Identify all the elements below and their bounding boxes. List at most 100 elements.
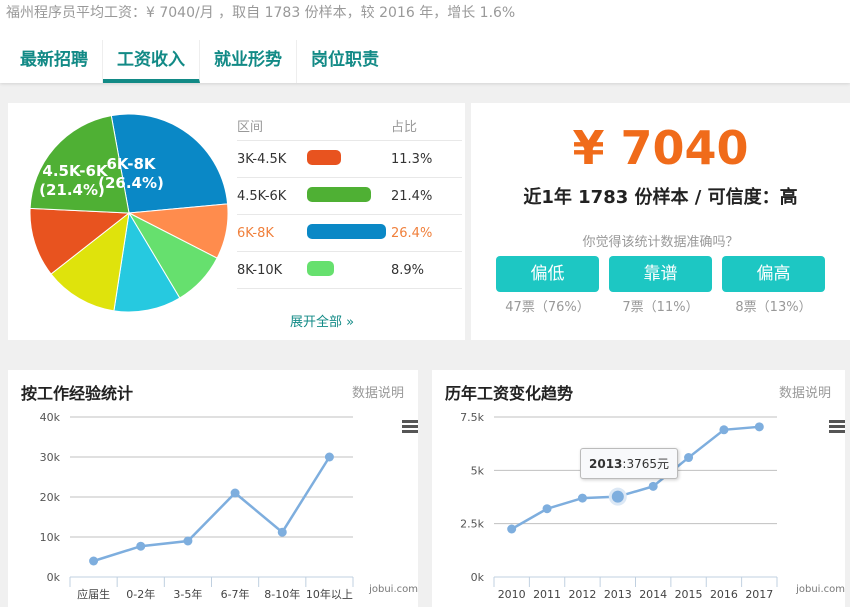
distribution-row: 8K-10K 8.9% <box>237 252 462 289</box>
expand-all-link[interactable]: 展开全部 » <box>290 315 355 330</box>
x-tick-label: 2017 <box>745 588 773 601</box>
tab-jobs[interactable]: 最新招聘 <box>6 40 103 83</box>
trend-line-chart: 0k 2.5k 5k 7.5k 2010 2011 2012 2013 2014 2015 2016… <box>460 411 778 601</box>
vote-low-button[interactable]: 偏低 <box>496 256 599 292</box>
y-tick-label: 7.5k <box>460 411 484 424</box>
share-value: 8.9% <box>391 262 425 278</box>
data-point[interactable] <box>507 524 517 534</box>
y-tick-label: 10k <box>40 531 61 544</box>
data-point[interactable] <box>577 493 587 503</box>
y-tick-label: 2.5k <box>460 518 484 531</box>
data-point[interactable] <box>542 504 552 514</box>
share-bar <box>307 260 334 276</box>
vote-accurate-button[interactable]: 靠谱 <box>609 256 712 292</box>
pie-chart: 6K-8K (26.4%) 4.5K-6K (21.4%) <box>29 113 229 313</box>
x-tick-label: 2011 <box>533 588 561 601</box>
y-tick-label: 20k <box>40 491 61 504</box>
x-tick-label: 6-7年 <box>221 587 250 601</box>
data-note-link[interactable]: 数据说明 <box>778 386 831 401</box>
x-tick-label: 2010 <box>498 588 526 601</box>
range-label: 4.5K-6K <box>237 188 287 204</box>
menu-icon[interactable] <box>402 420 418 435</box>
vote-count: 7票（11%） <box>622 300 699 315</box>
experience-chart-panel: 按工作经验统计 数据说明 0k 10k 20k 30k 40k 应届生 0-2年 3-5年 6-… <box>8 370 418 607</box>
tooltip-year: 2013 <box>589 457 623 471</box>
pie-slice[interactable] <box>110 113 229 214</box>
tab-bar: 最新招聘 工资收入 就业形势 岗位职责 <box>6 40 393 83</box>
pie-label-name: 4.5K-6K <box>42 162 109 180</box>
data-point[interactable] <box>611 490 624 503</box>
tab-employment[interactable]: 就业形势 <box>200 40 297 83</box>
experience-line-chart: 0k 10k 20k 30k 40k 应届生 0-2年 3-5年 6-7年 8-10年 10年以上 <box>40 411 354 601</box>
col-share: 占比 <box>391 120 418 135</box>
x-tick-label: 3-5年 <box>173 587 202 601</box>
data-point[interactable] <box>183 536 193 546</box>
data-point[interactable] <box>89 556 99 566</box>
col-range: 区间 <box>237 120 264 135</box>
trend-chart-panel: 历年工资变化趋势 数据说明 0k 2.5k 5k 7.5k 2010 2011 2012 20… <box>432 370 845 607</box>
series-line <box>93 456 331 563</box>
x-tick-label: 2014 <box>639 588 667 601</box>
data-point[interactable] <box>277 527 287 537</box>
share-value: 21.4% <box>391 188 433 204</box>
watermark: jobui.com <box>796 584 845 595</box>
distribution-row: 3K-4.5K 11.3% <box>237 141 462 178</box>
chart-title: 按工作经验统计 <box>21 384 134 403</box>
x-tick-label: 2016 <box>710 588 738 601</box>
share-value: 26.4% <box>391 225 433 241</box>
pie-label-pct: (21.4%) <box>39 181 105 199</box>
sample-info: 近1年 1783 份样本 / 可信度：高 <box>523 187 798 208</box>
vote-high-button[interactable]: 偏高 <box>722 256 825 292</box>
data-point[interactable] <box>136 541 146 551</box>
tooltip-value: :3765元 <box>622 457 669 471</box>
average-salary-panel: ¥ 7040 近1年 1783 份样本 / 可信度：高 你觉得该统计数据准确吗？… <box>471 103 850 340</box>
data-point[interactable] <box>230 488 240 498</box>
accuracy-question: 你觉得该统计数据准确吗？ <box>582 235 739 250</box>
y-tick-label: 5k <box>471 464 485 477</box>
share-bar <box>307 186 372 202</box>
pie-label-pct: (26.4%) <box>98 174 164 192</box>
x-tick-label: 8-10年 <box>264 587 300 601</box>
data-point[interactable] <box>684 453 694 463</box>
salary-distribution-panel: 6K-8K (26.4%) 4.5K-6K (21.4%) 区间 占比 3K-4.… <box>8 103 465 340</box>
range-label: 3K-4.5K <box>237 151 287 167</box>
header: 福州程序员平均工资：¥ 7040/月 ，取自 1783 份样本，较 2016 年… <box>0 0 850 83</box>
y-tick-label: 40k <box>40 411 61 424</box>
menu-icon[interactable] <box>829 420 845 435</box>
data-point[interactable] <box>754 422 764 432</box>
y-tick-label: 0k <box>47 571 61 584</box>
chart-title: 历年工资变化趋势 <box>445 384 574 403</box>
watermark: jobui.com <box>369 584 418 595</box>
vote-count: 8票（13%） <box>735 300 812 315</box>
tooltip: 2013:3765元 <box>580 448 678 479</box>
tab-duties[interactable]: 岗位职责 <box>311 50 379 70</box>
pie-slice[interactable] <box>29 115 130 214</box>
distribution-row: 6K-8K 26.4% <box>237 215 462 252</box>
distribution-row: 4.5K-6K 21.4% <box>237 178 462 215</box>
pie-slice[interactable] <box>50 211 130 312</box>
series-line <box>511 425 760 531</box>
range-label: 6K-8K <box>237 225 274 241</box>
y-tick-label: 30k <box>40 451 61 464</box>
x-tick-label: 2013 <box>604 588 632 601</box>
tab-salary[interactable]: 工资收入 <box>103 40 200 83</box>
x-tick-label: 应届生 <box>77 587 110 601</box>
vote-count: 47票（76%） <box>505 300 590 315</box>
x-tick-label: 10年以上 <box>306 587 353 601</box>
pie-slice[interactable] <box>113 211 181 313</box>
x-tick-label: 2012 <box>568 588 596 601</box>
share-bar <box>307 149 341 165</box>
x-tick-label: 2015 <box>675 588 703 601</box>
x-tick-label: 0-2年 <box>126 587 155 601</box>
distribution-table: 区间 占比 3K-4.5K 11.3% 4.5K-6K 21.4% 6K-8K 26.4% 8… <box>237 111 462 289</box>
pie-slice[interactable] <box>29 207 131 275</box>
data-point[interactable] <box>324 452 334 462</box>
y-tick-label: 0k <box>471 571 485 584</box>
share-value: 11.3% <box>391 151 433 167</box>
data-point[interactable] <box>719 425 729 435</box>
range-label: 8K-10K <box>237 262 283 278</box>
share-bar <box>307 223 387 239</box>
data-point[interactable] <box>648 481 658 491</box>
data-note-link[interactable]: 数据说明 <box>351 386 404 401</box>
pie-label-name: 6K-8K <box>106 155 156 173</box>
